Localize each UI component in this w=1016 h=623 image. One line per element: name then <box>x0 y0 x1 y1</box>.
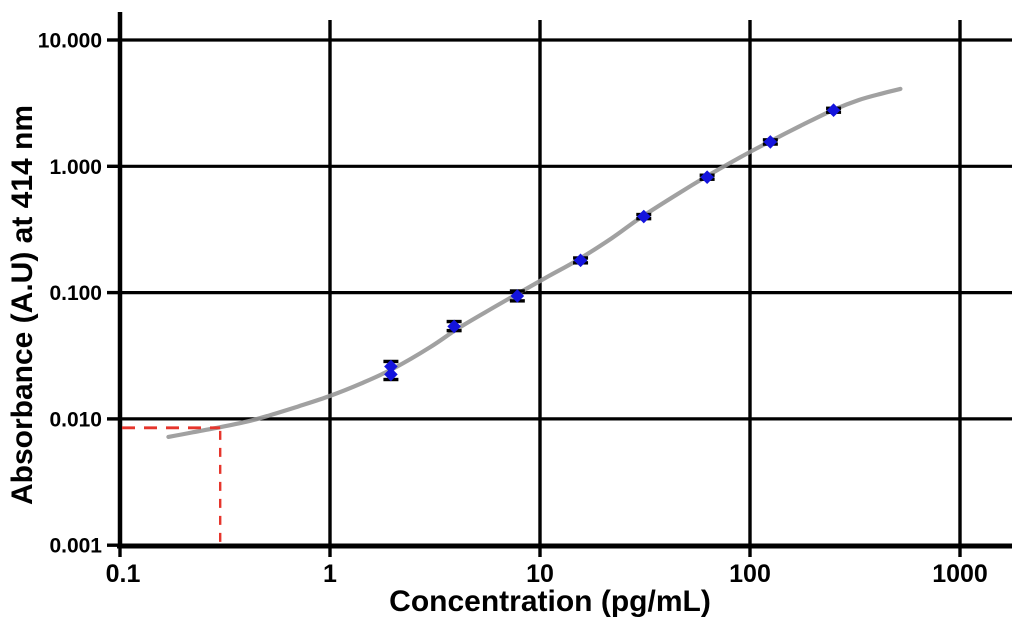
x-tick-label: 10 <box>526 560 554 588</box>
data-point-marker <box>510 289 525 303</box>
data-point-marker <box>700 170 714 184</box>
y-tick-label: 0.010 <box>49 408 102 431</box>
y-tick-label: 1.000 <box>49 156 102 179</box>
y-tick-label: 0.100 <box>49 282 102 305</box>
x-axis-title: Concentration (pg/mL) <box>389 585 711 618</box>
x-tick-label: 1 <box>323 560 337 588</box>
data-point-marker <box>447 319 461 334</box>
x-tick-label: 1000 <box>932 560 988 588</box>
x-tick-label: 100 <box>729 560 771 588</box>
data-point-marker <box>384 359 398 374</box>
data-point-marker <box>384 367 398 382</box>
data-point-marker <box>763 135 778 149</box>
data-point-marker <box>636 209 651 224</box>
fit-curve <box>166 86 903 439</box>
data-point-marker <box>573 253 588 268</box>
data-point-marker <box>826 103 841 118</box>
y-tick-label: 10.000 <box>38 30 102 53</box>
gridlines <box>120 20 1012 546</box>
axes <box>107 12 1012 557</box>
detection-limit-dashed-lines <box>122 426 222 544</box>
fit-curve-path <box>166 86 903 439</box>
data-points <box>383 103 842 382</box>
y-tick-label: 0.001 <box>49 535 102 558</box>
y-axis-title: Absorbance (A.U) at 414 nm <box>6 105 39 505</box>
x-tick-label: 0.1 <box>106 560 141 588</box>
